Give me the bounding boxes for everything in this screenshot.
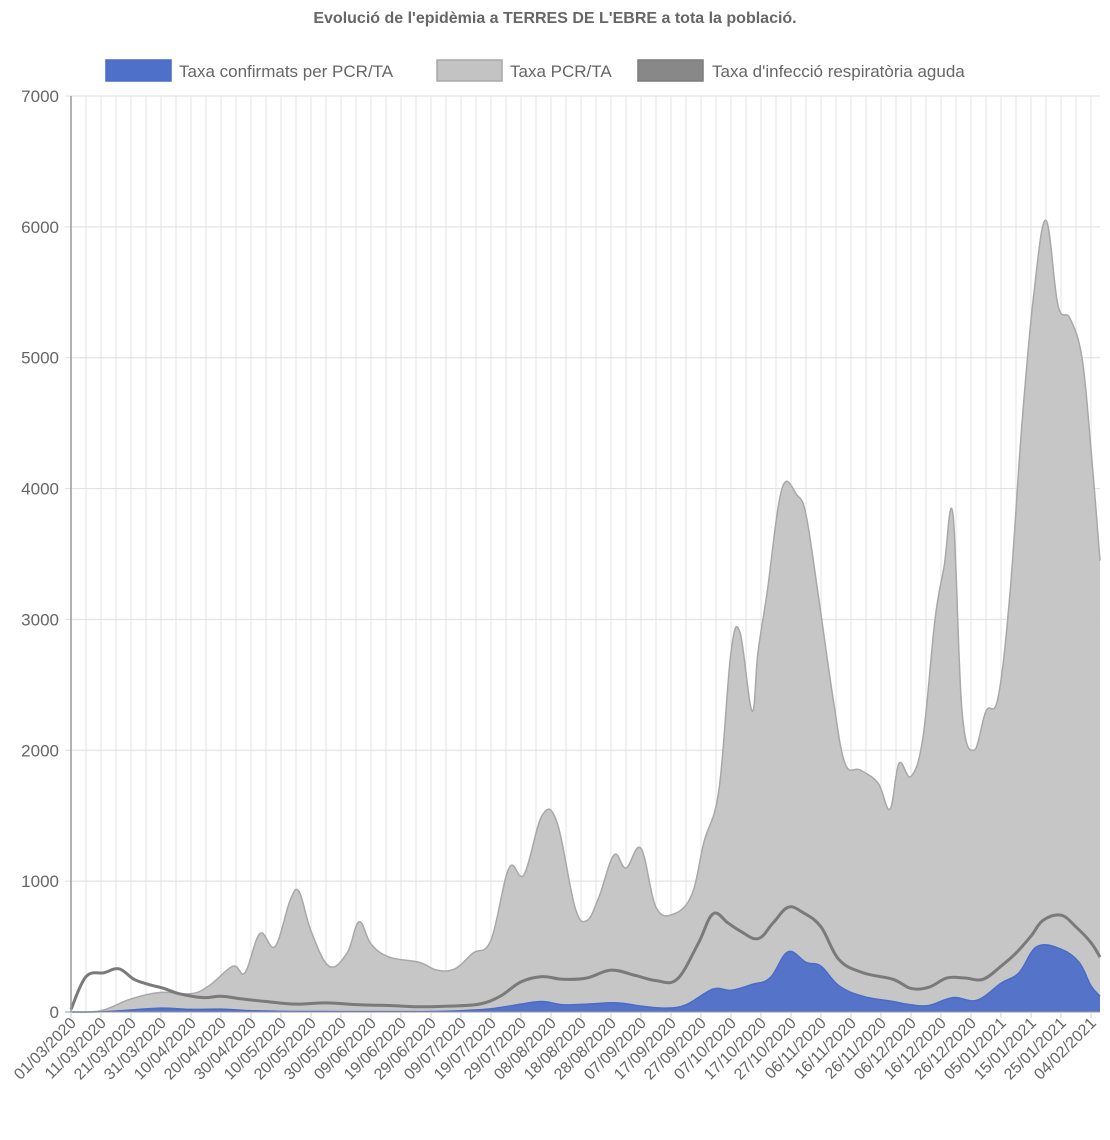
y-tick-label: 5000 [21, 349, 59, 368]
legend-label-0: Taxa confirmats per PCR/TA [179, 62, 394, 81]
legend-swatch-1 [436, 59, 503, 82]
series-line-2 [69, 905, 1102, 1011]
legend-label-2: Taxa d'infecció respiratòria aguda [712, 62, 965, 81]
y-tick-label: 0 [50, 1003, 59, 1022]
series-area-0 [71, 944, 1100, 1012]
legend: Taxa confirmats per PCR/TA Taxa PCR/TA Tax… [105, 59, 965, 82]
y-tick-label: 3000 [21, 610, 59, 629]
y-tick-label: 4000 [21, 480, 59, 499]
series-layer [69, 219, 1102, 1013]
y-tick-label: 2000 [21, 741, 59, 760]
y-tick-label: 1000 [21, 872, 59, 891]
legend-swatch-0 [105, 59, 172, 82]
chart-title: Evolució de l'epidèmia a TERRES DE L'EBR… [313, 10, 796, 27]
series-line-0 [70, 944, 1101, 1013]
series-area-1 [71, 220, 1100, 1013]
y-tick-label: 7000 [21, 87, 59, 106]
series-line-1 [70, 219, 1101, 1013]
y-tick-label: 6000 [21, 218, 59, 237]
legend-swatch-2 [637, 59, 704, 82]
legend-label-1: Taxa PCR/TA [510, 62, 612, 81]
